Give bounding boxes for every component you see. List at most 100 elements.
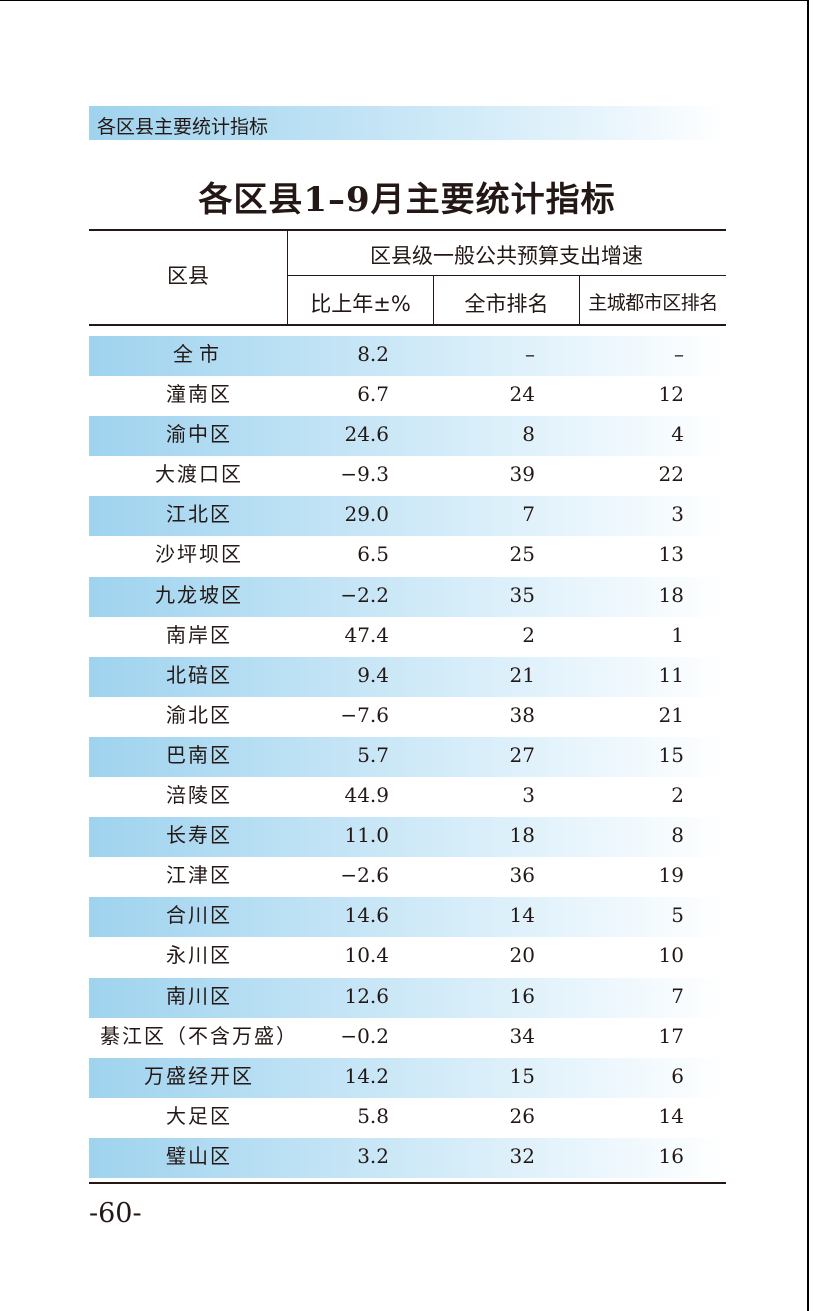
pct-change-cell: 44.9 — [344, 783, 389, 808]
header-divider-rule — [287, 275, 726, 276]
table-body: 全市 8.2– – 潼南区 6.7 24 12 渝中区 24.6 8 4 大渡口区 −9.3 39 22 江北… — [89, 336, 726, 1178]
city-rank-cell: 36 — [509, 863, 535, 888]
table-row: 万盛经开区 14.2 15 6 — [89, 1057, 726, 1098]
section-banner-label: 各区县主要统计指标 — [97, 116, 269, 138]
table-row: 璧山区 3.2 32 16 — [89, 1137, 726, 1178]
main-city-rank-cell: 10 — [658, 943, 684, 968]
section-banner: 各区县主要统计指标 — [89, 106, 725, 140]
county-name-cell: 大渡口区 — [155, 462, 243, 487]
main-city-rank-cell: 2 — [671, 783, 684, 808]
header-bottom-rule — [89, 324, 726, 326]
table-row: 江北区 29.0 7 3 — [89, 496, 726, 537]
pct-change-cell: 5.8 — [357, 1103, 389, 1128]
table-top-rule — [89, 229, 726, 231]
page-number: -60- — [89, 1198, 142, 1229]
table-row: 渝中区 24.6 8 4 — [89, 416, 726, 457]
pct-change-cell: 24.6 — [344, 422, 389, 447]
main-city-rank-cell: 16 — [658, 1143, 684, 1168]
county-name-cell: 綦江区（不含万盛） — [100, 1023, 298, 1048]
column-divider — [579, 276, 580, 325]
column-divider — [433, 276, 434, 325]
pct-change-cell: 47.4 — [344, 622, 389, 647]
table-row: 江津区 −2.6 36 19 — [89, 857, 726, 897]
pct-change-cell: 9.4 — [357, 662, 389, 687]
county-name-cell: 涪陵区 — [166, 783, 232, 808]
header-main-city-rank: 主城都市区排名 — [588, 292, 718, 314]
city-rank-cell: 21 — [509, 662, 535, 687]
county-name-cell: 沙坪坝区 — [155, 542, 243, 567]
pct-change-cell: 12.6 — [344, 983, 389, 1008]
county-name-cell: 渝中区 — [166, 422, 232, 447]
table-row: 南川区 12.6 16 7 — [89, 977, 726, 1018]
county-name-cell: 巴南区 — [166, 742, 232, 767]
header-county: 区县 — [167, 264, 209, 288]
pct-change-cell: 6.5 — [357, 542, 389, 567]
city-rank-cell: 16 — [509, 983, 535, 1008]
county-name-cell: 北碚区 — [166, 662, 232, 687]
city-rank-cell: 14 — [509, 903, 535, 928]
pct-change-cell: 8.2 — [357, 342, 389, 366]
city-rank-cell: – — [525, 342, 535, 366]
main-city-rank-cell: 7 — [671, 983, 684, 1008]
table-row: 涪陵区 44.9 3 2 — [89, 777, 726, 817]
pct-change-cell: 10.4 — [344, 943, 389, 968]
city-rank-cell: 24 — [509, 382, 535, 407]
main-city-rank-cell: 21 — [658, 702, 684, 727]
city-rank-cell: 32 — [509, 1143, 535, 1168]
main-city-rank-cell: 6 — [671, 1063, 684, 1088]
county-name-cell: 万盛经开区 — [144, 1063, 254, 1088]
header-expenditure-growth: 区县级一般公共预算支出增速 — [370, 244, 643, 268]
table-row: 大足区 5.8 26 14 — [89, 1098, 726, 1138]
main-city-rank-cell: 8 — [671, 823, 684, 848]
county-name-cell: 合川区 — [166, 903, 232, 928]
city-rank-cell: 26 — [509, 1103, 535, 1128]
city-rank-cell: 27 — [509, 742, 535, 767]
pct-change-cell: 3.2 — [357, 1143, 389, 1168]
county-name-cell: 南岸区 — [166, 622, 232, 647]
main-city-rank-cell: 18 — [658, 582, 684, 607]
main-city-rank-cell: 1 — [671, 622, 684, 647]
city-rank-cell: 39 — [509, 462, 535, 487]
main-city-rank-cell: 3 — [671, 502, 684, 527]
county-name-cell: 潼南区 — [166, 382, 232, 407]
table-row: 全市 8.2 – – — [89, 336, 726, 377]
main-city-rank-cell: 13 — [658, 542, 684, 567]
main-city-rank-cell: – — [674, 342, 684, 366]
county-name-cell: 渝北区 — [166, 702, 232, 727]
pct-change-cell: 5.7 — [357, 742, 389, 767]
city-rank-cell: 34 — [509, 1023, 535, 1048]
header-pct-change: 比上年±% — [310, 292, 411, 316]
table-row: 沙坪坝区 6.5 25 13 — [89, 536, 726, 576]
pct-change-cell: 11.0 — [344, 823, 389, 848]
county-name-cell: 九龙坡区 — [155, 582, 243, 607]
table-row: 长寿区 11.0 18 8 — [89, 817, 726, 858]
pct-change-cell: 6.7 — [357, 382, 389, 407]
main-city-rank-cell: 12 — [658, 382, 684, 407]
table-row: 潼南区 6.7 24 12 — [89, 376, 726, 416]
table-row: 大渡口区 −9.3 39 22 — [89, 456, 726, 496]
county-name-cell: 南川区 — [166, 983, 232, 1008]
city-rank-cell: 18 — [509, 823, 535, 848]
header-city-rank: 全市排名 — [464, 292, 549, 316]
city-rank-cell: 3 — [522, 783, 535, 808]
city-rank-cell: 7 — [522, 502, 535, 527]
table-row: 合川区 14.6 14 5 — [89, 897, 726, 938]
county-name-cell: 璧山区 — [166, 1143, 232, 1168]
table-row: 九龙坡区 −2.2 35 18 — [89, 576, 726, 617]
city-rank-cell: 8 — [522, 422, 535, 447]
county-name-cell: 永川区 — [166, 943, 232, 968]
main-city-rank-cell: 11 — [658, 662, 684, 687]
city-rank-cell: 25 — [509, 542, 535, 567]
city-rank-cell: 35 — [509, 582, 535, 607]
city-rank-cell: 20 — [509, 943, 535, 968]
pct-change-cell: 14.2 — [344, 1063, 389, 1088]
pct-change-cell: −9.3 — [340, 462, 389, 487]
pct-change-cell: −7.6 — [340, 702, 389, 727]
county-name-cell: 江津区 — [166, 863, 232, 888]
city-rank-cell: 15 — [509, 1063, 535, 1088]
main-city-rank-cell: 17 — [658, 1023, 684, 1048]
table-row: 北碚区 9.4 21 11 — [89, 656, 726, 697]
main-city-rank-cell: 5 — [671, 903, 684, 928]
table-row: 渝北区 −7.6 38 21 — [89, 697, 726, 737]
